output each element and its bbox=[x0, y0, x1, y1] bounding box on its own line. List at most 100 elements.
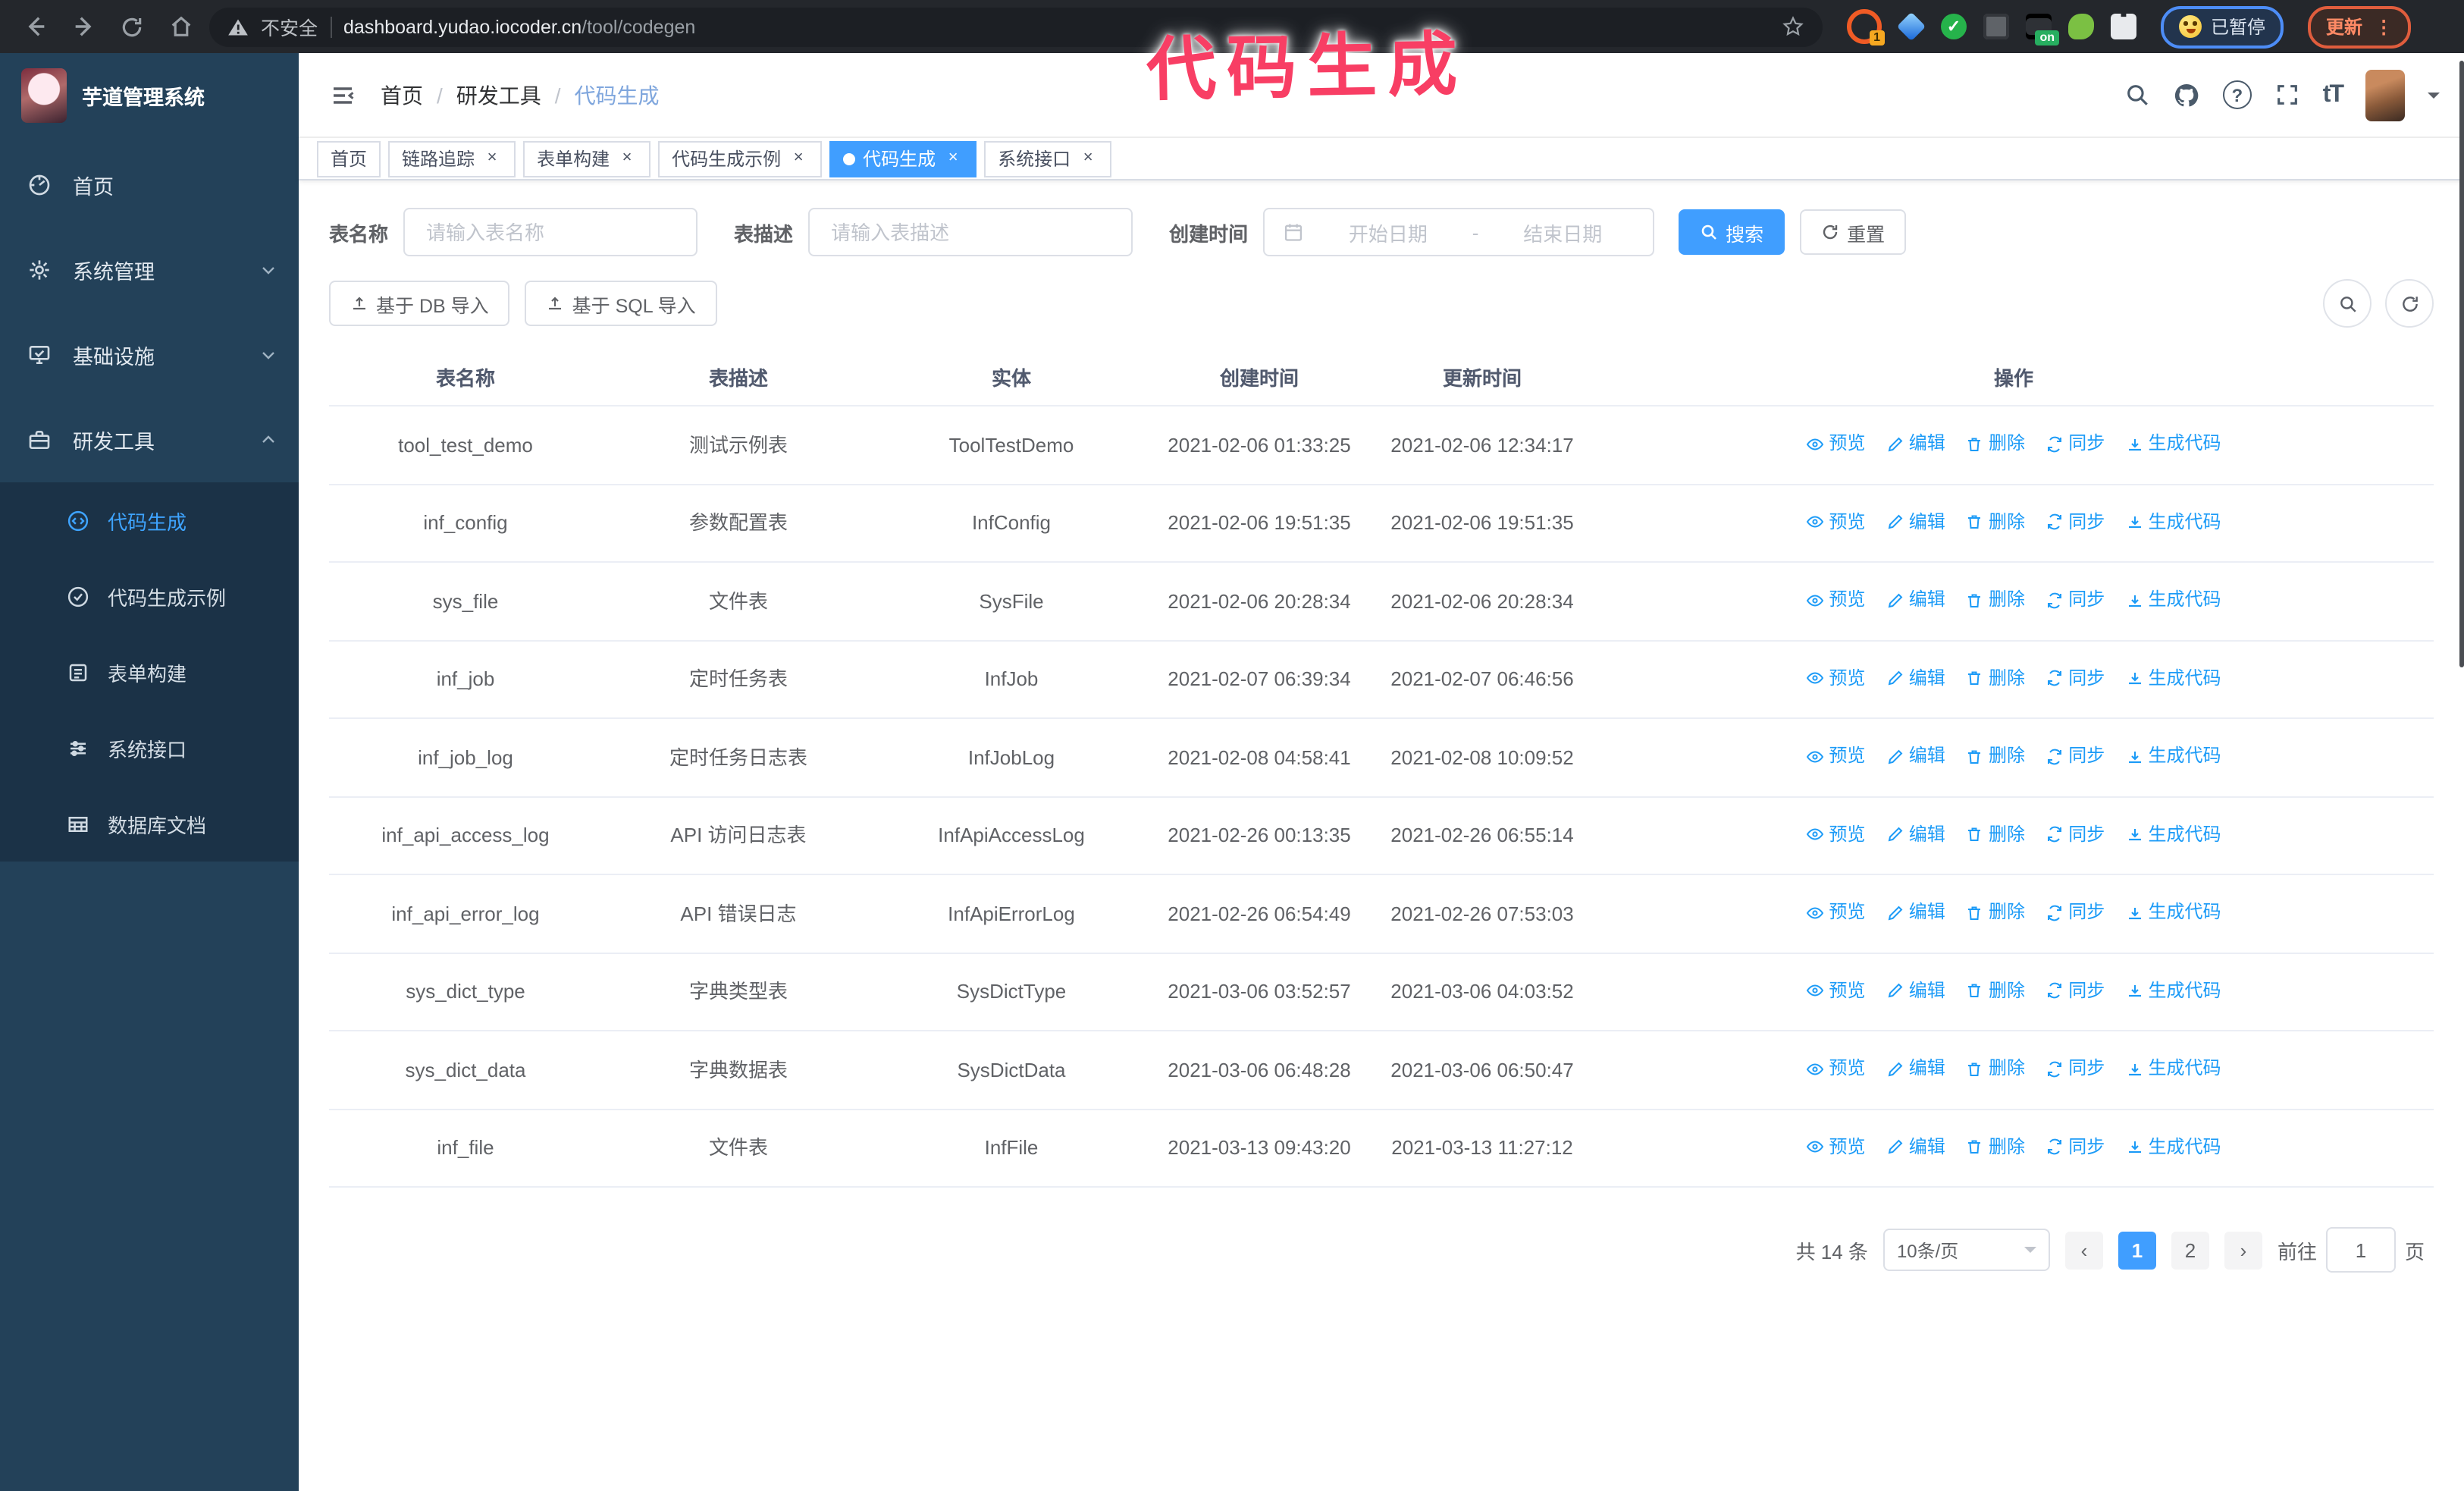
sidebar-item-codegen-demo[interactable]: 代码生成示例 bbox=[0, 558, 299, 634]
extension-gem-icon[interactable] bbox=[1896, 11, 1926, 42]
address-bar[interactable]: 不安全 dashboard.yudao.iocoder.cn/tool/code… bbox=[209, 7, 1823, 46]
refresh-table-button[interactable] bbox=[2385, 279, 2434, 328]
back-icon[interactable] bbox=[15, 7, 55, 46]
delete-button[interactable]: 删除 bbox=[1966, 506, 2025, 538]
paused-profile-badge[interactable]: 已暂停 bbox=[2161, 5, 2284, 48]
github-icon[interactable] bbox=[2173, 81, 2200, 108]
preview-button[interactable]: 预览 bbox=[1806, 975, 1865, 1006]
delete-button[interactable]: 删除 bbox=[1966, 662, 2025, 694]
sync-button[interactable]: 同步 bbox=[2045, 896, 2105, 928]
app-logo[interactable]: 芋道管理系统 bbox=[0, 53, 299, 137]
view-tab[interactable]: 代码生成示例 × bbox=[658, 140, 823, 177]
view-tab[interactable]: 系统接口 × bbox=[984, 140, 1112, 177]
generate-code-button[interactable]: 生成代码 bbox=[2126, 506, 2221, 538]
close-icon[interactable]: × bbox=[622, 149, 632, 167]
edit-button[interactable]: 编辑 bbox=[1886, 975, 1945, 1006]
import-db-button[interactable]: 基于 DB 导入 bbox=[329, 281, 510, 326]
update-browser-button[interactable]: 更新 ⋮ bbox=[2308, 5, 2412, 48]
preview-button[interactable]: 预览 bbox=[1806, 506, 1865, 538]
sidebar-item-form-builder[interactable]: 表单构建 bbox=[0, 634, 299, 710]
sidebar-item-infra[interactable]: 基础设施 bbox=[0, 312, 299, 397]
close-icon[interactable]: × bbox=[487, 149, 497, 167]
edit-button[interactable]: 编辑 bbox=[1886, 584, 1945, 616]
bookmark-star-icon[interactable] bbox=[1782, 15, 1804, 38]
sync-button[interactable]: 同步 bbox=[2045, 428, 2105, 460]
generate-code-button[interactable]: 生成代码 bbox=[2126, 584, 2221, 616]
reset-button[interactable]: 重置 bbox=[1800, 209, 1907, 255]
sidebar-item-db-doc[interactable]: 数据库文档 bbox=[0, 786, 299, 862]
preview-button[interactable]: 预览 bbox=[1806, 1131, 1865, 1163]
close-icon[interactable]: × bbox=[948, 149, 958, 167]
view-tab[interactable]: 表单构建 × bbox=[523, 140, 651, 177]
browser-menu-dots-icon[interactable]: ⋮ bbox=[2375, 16, 2393, 37]
url-text[interactable]: dashboard.yudao.iocoder.cn/tool/codegen bbox=[343, 16, 696, 37]
delete-button[interactable]: 删除 bbox=[1966, 584, 2025, 616]
import-sql-button[interactable]: 基于 SQL 导入 bbox=[525, 281, 717, 326]
breadcrumb-group[interactable]: 研发工具 bbox=[456, 83, 541, 107]
generate-code-button[interactable]: 生成代码 bbox=[2126, 1053, 2221, 1085]
start-date-placeholder[interactable]: 开始日期 bbox=[1348, 222, 1428, 245]
generate-code-button[interactable]: 生成代码 bbox=[2126, 662, 2221, 694]
page-size-select[interactable]: 10条/页 bbox=[1882, 1229, 2050, 1271]
table-name-field[interactable] bbox=[423, 219, 679, 245]
sidebar-item-codegen[interactable]: 代码生成 bbox=[0, 482, 299, 558]
preview-button[interactable]: 预览 bbox=[1806, 662, 1865, 694]
goto-page-input[interactable] bbox=[2325, 1227, 2396, 1273]
sidebar-item-system-api[interactable]: 系统接口 bbox=[0, 710, 299, 786]
help-icon[interactable]: ? bbox=[2222, 80, 2252, 109]
sidebar-item-system[interactable]: 系统管理 bbox=[0, 228, 299, 312]
delete-button[interactable]: 删除 bbox=[1966, 1131, 2025, 1163]
generate-code-button[interactable]: 生成代码 bbox=[2126, 428, 2221, 460]
page-number-button[interactable]: 1 bbox=[2118, 1231, 2156, 1269]
delete-button[interactable]: 删除 bbox=[1966, 1053, 2025, 1085]
extension-grid-icon[interactable] bbox=[1983, 14, 2009, 39]
date-range-picker[interactable]: 开始日期 - 结束日期 bbox=[1263, 208, 1655, 256]
preview-button[interactable]: 预览 bbox=[1806, 1053, 1865, 1085]
fullscreen-icon[interactable] bbox=[2274, 82, 2300, 108]
forward-icon[interactable] bbox=[64, 7, 103, 46]
search-button[interactable]: 搜索 bbox=[1679, 209, 1785, 255]
edit-button[interactable]: 编辑 bbox=[1886, 1131, 1945, 1163]
edit-button[interactable]: 编辑 bbox=[1886, 740, 1945, 772]
preview-button[interactable]: 预览 bbox=[1806, 428, 1865, 460]
delete-button[interactable]: 删除 bbox=[1966, 818, 2025, 850]
preview-button[interactable]: 预览 bbox=[1806, 740, 1865, 772]
sync-button[interactable]: 同步 bbox=[2045, 1053, 2105, 1085]
security-label[interactable]: 不安全 bbox=[261, 18, 318, 39]
scrollbar[interactable] bbox=[2459, 61, 2464, 667]
delete-button[interactable]: 删除 bbox=[1966, 428, 2025, 460]
extension-green-icon[interactable] bbox=[2068, 14, 2094, 39]
generate-code-button[interactable]: 生成代码 bbox=[2126, 1131, 2221, 1163]
edit-button[interactable]: 编辑 bbox=[1886, 1053, 1945, 1085]
hamburger-icon[interactable] bbox=[329, 81, 356, 108]
sync-button[interactable]: 同步 bbox=[2045, 818, 2105, 850]
toggle-search-button[interactable] bbox=[2323, 279, 2372, 328]
close-icon[interactable]: × bbox=[1083, 149, 1093, 167]
preview-button[interactable]: 预览 bbox=[1806, 818, 1865, 850]
extension-check-icon[interactable]: ✓ bbox=[1941, 14, 1967, 39]
end-date-placeholder[interactable]: 结束日期 bbox=[1523, 222, 1603, 245]
edit-button[interactable]: 编辑 bbox=[1886, 896, 1945, 928]
sync-button[interactable]: 同步 bbox=[2045, 740, 2105, 772]
extension-switch-icon[interactable]: on bbox=[2026, 14, 2059, 46]
edit-button[interactable]: 编辑 bbox=[1886, 662, 1945, 694]
table-desc-field[interactable] bbox=[828, 219, 1114, 245]
view-tab[interactable]: 首页 × bbox=[317, 140, 381, 177]
search-icon[interactable] bbox=[2124, 82, 2150, 108]
puzzle-extensions-icon[interactable] bbox=[2111, 14, 2136, 39]
edit-button[interactable]: 编辑 bbox=[1886, 428, 1945, 460]
font-size-icon[interactable]: tT bbox=[2322, 81, 2344, 107]
delete-button[interactable]: 删除 bbox=[1966, 896, 2025, 928]
home-icon[interactable] bbox=[161, 7, 200, 46]
sync-button[interactable]: 同步 bbox=[2045, 1131, 2105, 1163]
generate-code-button[interactable]: 生成代码 bbox=[2126, 740, 2221, 772]
sync-button[interactable]: 同步 bbox=[2045, 506, 2105, 538]
sync-button[interactable]: 同步 bbox=[2045, 975, 2105, 1006]
reload-icon[interactable] bbox=[112, 7, 152, 46]
sync-button[interactable]: 同步 bbox=[2045, 584, 2105, 616]
edit-button[interactable]: 编辑 bbox=[1886, 818, 1945, 850]
user-menu-caret-icon[interactable] bbox=[2428, 92, 2440, 104]
user-avatar[interactable] bbox=[2365, 69, 2405, 121]
page-number-button[interactable]: 2 bbox=[2171, 1231, 2209, 1269]
next-page-button[interactable]: › bbox=[2224, 1231, 2262, 1269]
